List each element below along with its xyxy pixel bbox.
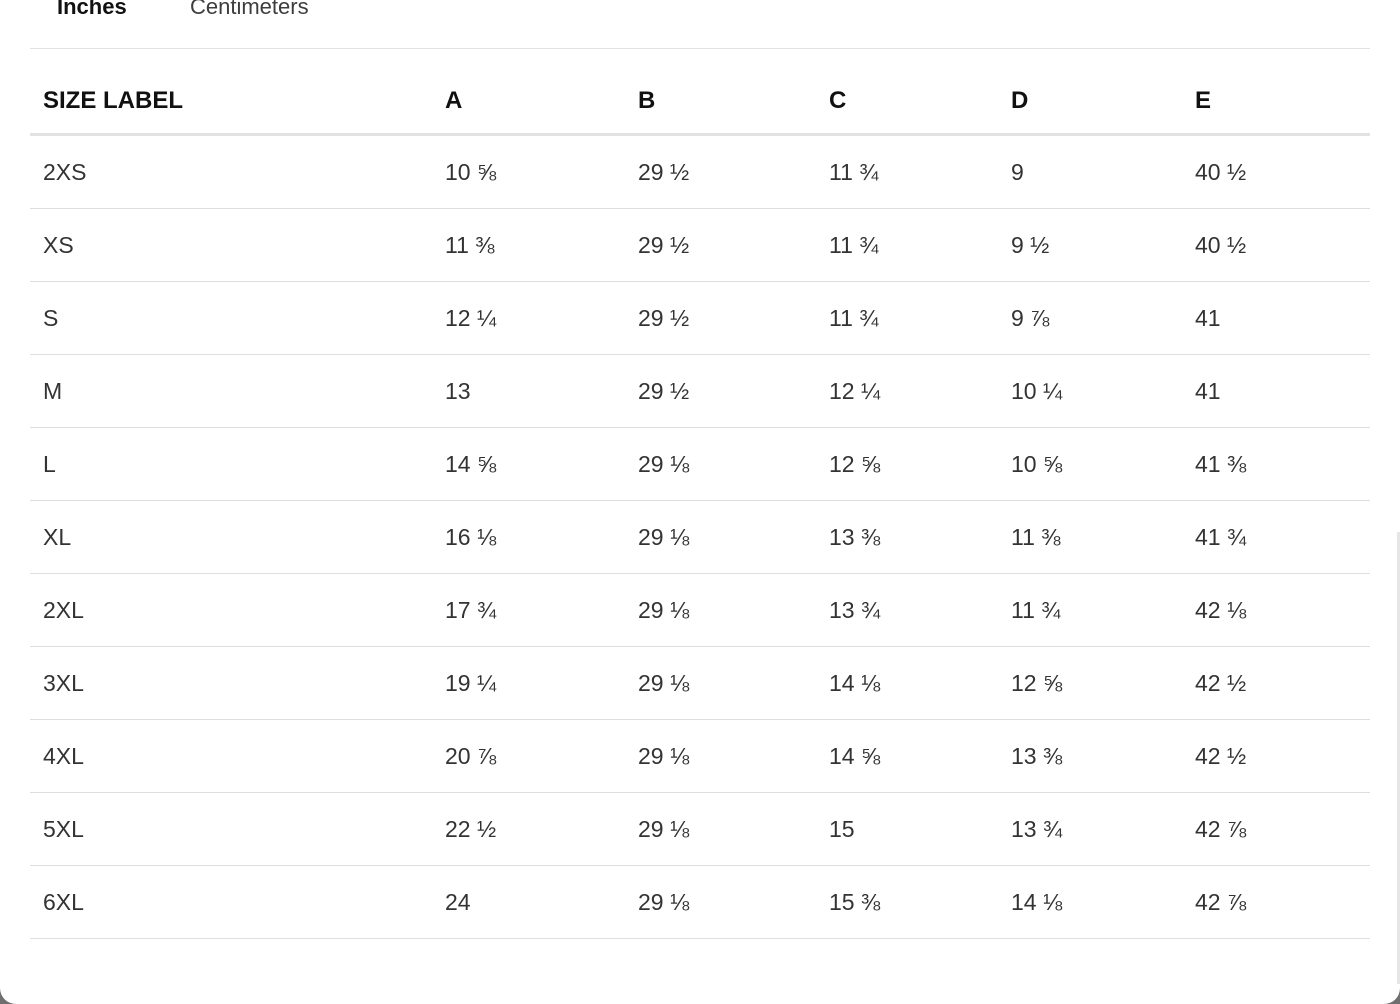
cell-e: 41 ⅜ bbox=[1182, 427, 1370, 501]
cell-size-label: S bbox=[30, 281, 432, 355]
cell-b: 29 ½ bbox=[625, 281, 816, 355]
cell-size-label: 6XL bbox=[30, 865, 432, 939]
cell-a: 24 bbox=[432, 865, 625, 939]
cell-b: 29 ½ bbox=[625, 208, 816, 282]
cell-b: 29 ⅛ bbox=[625, 792, 816, 866]
cell-e: 41 bbox=[1182, 354, 1370, 428]
cell-c: 11 ¾ bbox=[816, 134, 998, 209]
cell-size-label: 4XL bbox=[30, 719, 432, 793]
cell-d: 13 ⅜ bbox=[998, 719, 1182, 793]
tab-centimeters[interactable]: Centimeters bbox=[190, 0, 309, 19]
cell-c: 11 ¾ bbox=[816, 281, 998, 355]
table-row: L 14 ⅝ 29 ⅛ 12 ⅝ 10 ⅝ 41 ⅜ bbox=[30, 427, 1370, 501]
cell-b: 29 ⅛ bbox=[625, 865, 816, 939]
cell-e: 42 ⅞ bbox=[1182, 865, 1370, 939]
cell-a: 19 ¼ bbox=[432, 646, 625, 720]
cell-a: 14 ⅝ bbox=[432, 427, 625, 501]
cell-size-label: XS bbox=[30, 208, 432, 282]
cell-d: 12 ⅝ bbox=[998, 646, 1182, 720]
cell-b: 29 ⅛ bbox=[625, 427, 816, 501]
cell-b: 29 ½ bbox=[625, 354, 816, 428]
cell-c: 11 ¾ bbox=[816, 208, 998, 282]
cell-size-label: XL bbox=[30, 500, 432, 574]
cell-c: 15 ⅜ bbox=[816, 865, 998, 939]
table-row: M 13 29 ½ 12 ¼ 10 ¼ 41 bbox=[30, 354, 1370, 428]
scrollbar-track[interactable] bbox=[1397, 532, 1400, 984]
table-row: 2XS 10 ⅝ 29 ½ 11 ¾ 9 40 ½ bbox=[30, 134, 1370, 209]
cell-c: 12 ¼ bbox=[816, 354, 998, 428]
cell-c: 14 ⅝ bbox=[816, 719, 998, 793]
cell-a: 13 bbox=[432, 354, 625, 428]
cell-d: 13 ¾ bbox=[998, 792, 1182, 866]
cell-size-label: 3XL bbox=[30, 646, 432, 720]
column-header-a: A bbox=[432, 68, 625, 136]
cell-e: 41 bbox=[1182, 281, 1370, 355]
cell-e: 42 ⅛ bbox=[1182, 573, 1370, 647]
cell-d: 11 ⅜ bbox=[998, 500, 1182, 574]
cell-size-label: M bbox=[30, 354, 432, 428]
cell-b: 29 ½ bbox=[625, 134, 816, 209]
table-row: 3XL 19 ¼ 29 ⅛ 14 ⅛ 12 ⅝ 42 ½ bbox=[30, 646, 1370, 720]
table-row: 5XL 22 ½ 29 ⅛ 15 13 ¾ 42 ⅞ bbox=[30, 792, 1370, 866]
unit-tabs: Inches Centimeters bbox=[30, 0, 1370, 49]
cell-d: 10 ¼ bbox=[998, 354, 1182, 428]
column-header-b: B bbox=[625, 68, 816, 136]
column-header-d: D bbox=[998, 68, 1182, 136]
cell-d: 9 ⅞ bbox=[998, 281, 1182, 355]
cell-e: 40 ½ bbox=[1182, 134, 1370, 209]
cell-c: 13 ¾ bbox=[816, 573, 998, 647]
table-row: 6XL 24 29 ⅛ 15 ⅜ 14 ⅛ 42 ⅞ bbox=[30, 865, 1370, 939]
table-header-row: SIZE LABEL A B C D E bbox=[30, 68, 1370, 136]
cell-c: 12 ⅝ bbox=[816, 427, 998, 501]
table-row: 2XL 17 ¾ 29 ⅛ 13 ¾ 11 ¾ 42 ⅛ bbox=[30, 573, 1370, 647]
table-row: XL 16 ⅛ 29 ⅛ 13 ⅜ 11 ⅜ 41 ¾ bbox=[30, 500, 1370, 574]
cell-c: 15 bbox=[816, 792, 998, 866]
cell-size-label: L bbox=[30, 427, 432, 501]
cell-e: 42 ½ bbox=[1182, 646, 1370, 720]
cell-d: 10 ⅝ bbox=[998, 427, 1182, 501]
cell-e: 41 ¾ bbox=[1182, 500, 1370, 574]
cell-e: 40 ½ bbox=[1182, 208, 1370, 282]
cell-c: 14 ⅛ bbox=[816, 646, 998, 720]
column-header-c: C bbox=[816, 68, 998, 136]
cell-d: 9 ½ bbox=[998, 208, 1182, 282]
cell-b: 29 ⅛ bbox=[625, 719, 816, 793]
cell-size-label: 2XL bbox=[30, 573, 432, 647]
cell-d: 11 ¾ bbox=[998, 573, 1182, 647]
cell-a: 22 ½ bbox=[432, 792, 625, 866]
cell-a: 10 ⅝ bbox=[432, 134, 625, 209]
cell-b: 29 ⅛ bbox=[625, 646, 816, 720]
cell-a: 20 ⅞ bbox=[432, 719, 625, 793]
cell-size-label: 2XS bbox=[30, 134, 432, 209]
cell-a: 17 ¾ bbox=[432, 573, 625, 647]
cell-a: 11 ⅜ bbox=[432, 208, 625, 282]
column-header-size-label: SIZE LABEL bbox=[30, 68, 432, 136]
size-table: SIZE LABEL A B C D E 2XS 10 ⅝ 29 ½ 11 ¾ 9 40 … bbox=[30, 68, 1370, 939]
cell-b: 29 ⅛ bbox=[625, 573, 816, 647]
cell-e: 42 ⅞ bbox=[1182, 792, 1370, 866]
cell-b: 29 ⅛ bbox=[625, 500, 816, 574]
cell-a: 12 ¼ bbox=[432, 281, 625, 355]
cell-d: 9 bbox=[998, 134, 1182, 209]
table-row: 4XL 20 ⅞ 29 ⅛ 14 ⅝ 13 ⅜ 42 ½ bbox=[30, 719, 1370, 793]
cell-e: 42 ½ bbox=[1182, 719, 1370, 793]
column-header-e: E bbox=[1182, 68, 1370, 136]
cell-a: 16 ⅛ bbox=[432, 500, 625, 574]
cell-d: 14 ⅛ bbox=[998, 865, 1182, 939]
tab-inches[interactable]: Inches bbox=[57, 0, 127, 19]
cell-c: 13 ⅜ bbox=[816, 500, 998, 574]
cell-size-label: 5XL bbox=[30, 792, 432, 866]
